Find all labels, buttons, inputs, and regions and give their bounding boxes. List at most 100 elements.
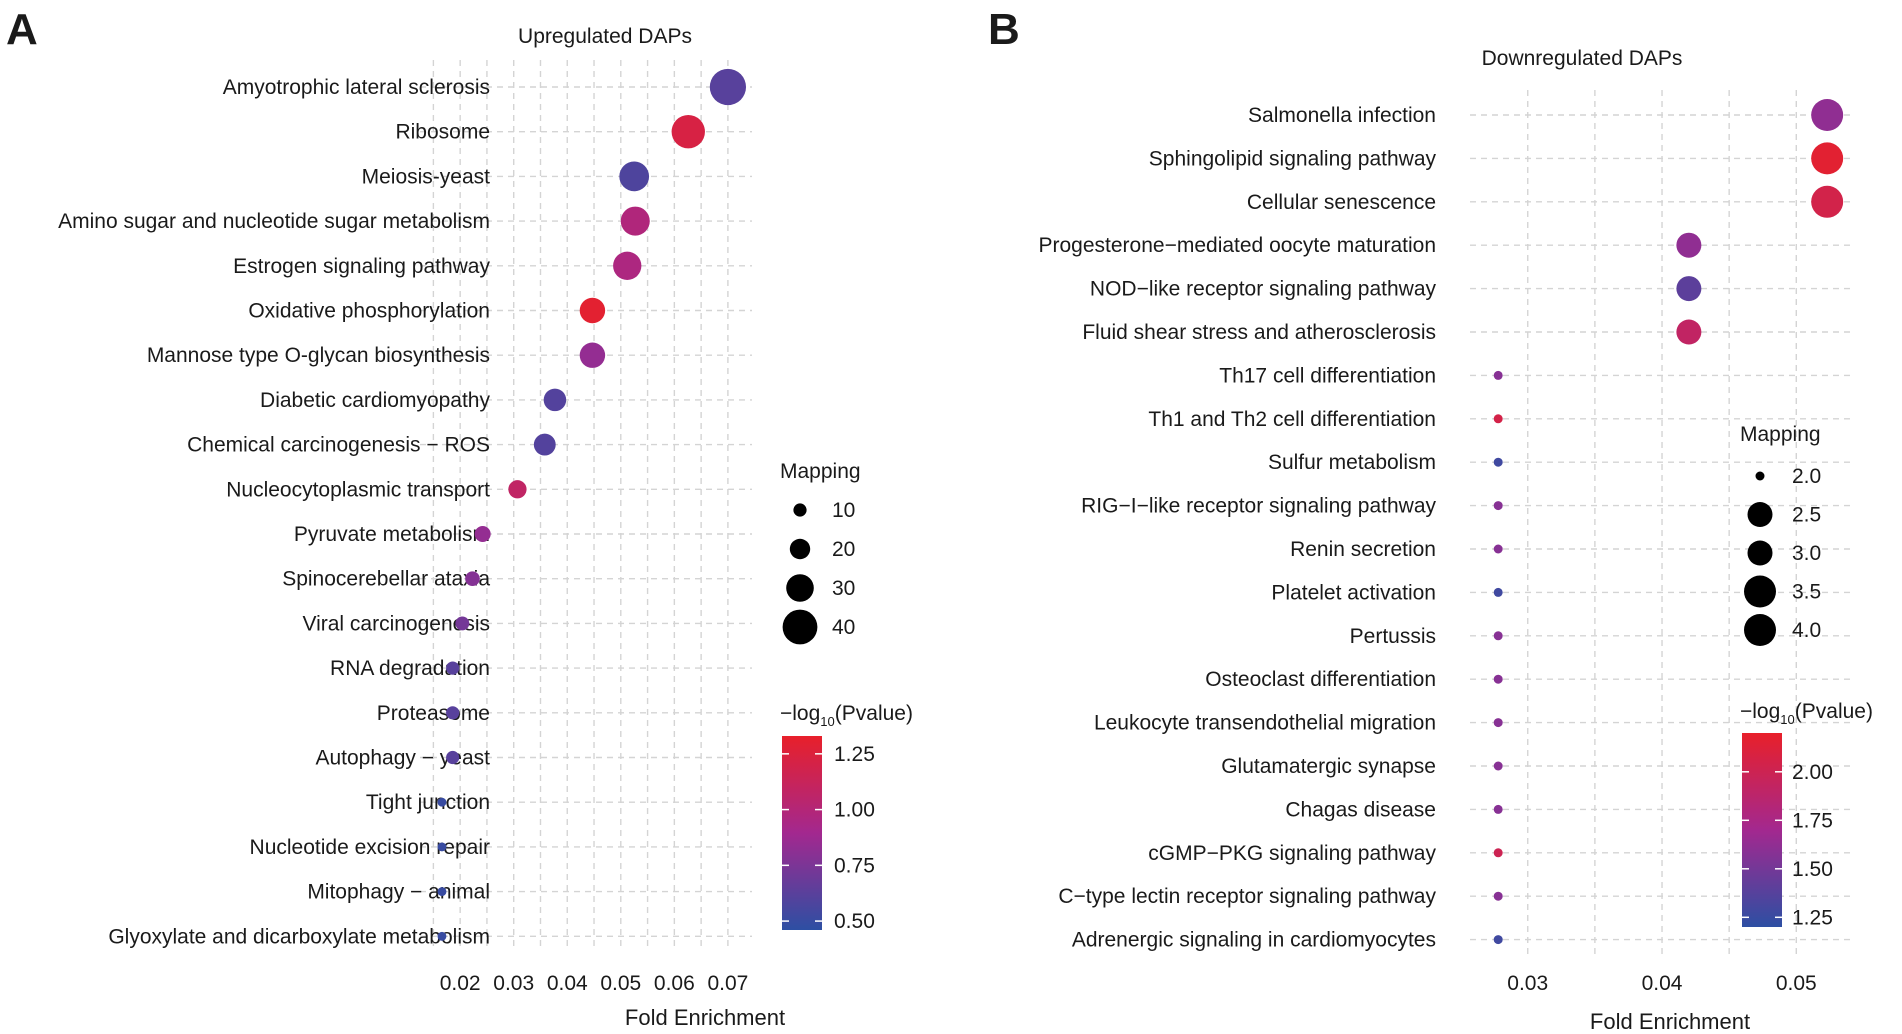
category-label: Osteoclast differentiation [1205,668,1436,691]
size-legend-label: 20 [832,538,855,561]
color-legend-title: −log10(Pvalue) [780,702,913,729]
x-tick-label: 0.07 [707,972,748,995]
data-point [543,388,567,412]
color-legend-label: 2.00 [1792,761,1833,784]
data-point [613,251,642,280]
x-axis-label: Fold Enrichment [1590,1009,1750,1034]
size-legend-title: Mapping [780,460,861,483]
category-label: Chemical carcinogenesis − ROS [187,434,490,457]
data-point [1811,142,1844,175]
data-point [446,661,460,675]
category-label: NOD−like receptor signaling pathway [1090,278,1437,301]
data-point [455,616,470,631]
size-legend-circle [1744,614,1776,646]
data-point [1811,185,1844,218]
data-point [1493,457,1503,467]
data-point [533,433,556,456]
category-label: Nucleocytoplasmic transport [226,478,490,501]
size-legend-circle [786,574,814,602]
chart-title: Upregulated DAPs [518,25,692,48]
category-label: Tight junction [366,791,490,814]
color-legend-title: −log10(Pvalue) [1740,700,1873,727]
data-point [446,706,460,720]
category-label: Adrenergic signaling in cardiomyocytes [1072,929,1436,952]
x-tick-label: 0.03 [493,972,534,995]
data-point [1493,804,1503,814]
size-legend-label: 3.5 [1792,581,1821,604]
panel-label: B [988,5,1020,54]
color-legend-label: 1.25 [834,743,875,766]
size-legend-label: 30 [832,577,855,600]
color-legend-title-sub: 10 [1780,712,1794,727]
category-label: C−type lectin receptor signaling pathway [1058,885,1436,908]
data-point [1676,319,1702,345]
category-label: Glyoxylate and dicarboxylate metabolism [108,925,490,948]
category-label: Progesterone−mediated oocyte maturation [1039,234,1437,257]
category-label: Th1 and Th2 cell differentiation [1148,408,1436,431]
category-label: Renin secretion [1290,538,1436,561]
data-point [619,161,650,192]
category-label: Nucleotide excision repair [250,836,490,859]
data-point [465,571,480,587]
category-label: Mannose type O-glycan biosynthesis [147,344,490,367]
category-label: Viral carcinogenesis [302,612,490,635]
data-point [1493,848,1503,858]
panel-label: A [6,5,38,54]
category-label: Pyruvate metabolism [294,523,490,546]
x-tick-label: 0.02 [440,972,481,995]
category-label: Leukocyte transendothelial migration [1094,712,1436,735]
category-label: Salmonella infection [1248,104,1436,127]
data-point [1811,99,1844,131]
category-label: Meiosis-yeast [362,165,491,188]
data-point [1493,674,1503,684]
category-label: Amyotrophic lateral sclerosis [223,76,490,99]
size-legend-label: 2.0 [1792,465,1821,488]
category-label: Autophagy − yeast [315,747,490,770]
data-point [1493,544,1503,554]
category-label: Platelet activation [1271,581,1436,604]
color-legend-label: 0.75 [834,854,875,877]
color-legend-title-prefix: −log [780,702,820,725]
category-label: Proteasome [377,702,490,725]
color-legend-title-suffix: (Pvalue) [1795,700,1873,723]
color-legend-title-prefix: −log [1740,700,1780,723]
data-point [508,480,527,499]
panel-a: A Upregulated DAPs Amyotrophic lateral scl… [6,5,913,1030]
data-point [1676,276,1702,302]
size-legend-circle [793,503,807,517]
x-tick-label: 0.05 [1776,972,1817,995]
data-point [620,206,650,236]
color-legend-label: 1.75 [1792,809,1833,832]
category-label: Amino sugar and nucleotide sugar metabol… [58,210,490,233]
data-point [437,887,447,897]
color-legend-bar [1742,733,1782,927]
category-label: Th17 cell differentiation [1219,364,1436,387]
x-axis-label: Fold Enrichment [625,1005,785,1030]
category-label: Estrogen signaling pathway [233,255,490,278]
x-tick-label: 0.03 [1507,972,1548,995]
data-point [1493,587,1503,597]
data-point [437,797,447,807]
color-legend-title-suffix: (Pvalue) [835,702,913,725]
data-point [437,931,447,941]
category-label: Pertussis [1350,625,1436,648]
size-legend-title: Mapping [1740,423,1821,446]
x-tick-label: 0.06 [654,972,695,995]
category-label: Glutamatergic synapse [1221,755,1436,778]
category-label: Sphingolipid signaling pathway [1149,147,1437,170]
data-point [1493,631,1503,641]
size-legend-circle [1755,471,1765,481]
size-legend-circle [789,538,811,560]
size-legend-label: 3.0 [1792,542,1821,565]
category-label: Diabetic cardiomyopathy [260,389,490,412]
category-label: Spinocerebellar ataxia [282,568,490,591]
x-tick-label: 0.05 [600,972,641,995]
category-label: Fluid shear stress and atherosclerosis [1082,321,1436,344]
category-label: Ribosome [395,121,490,144]
category-label: Oxidative phosphorylation [248,300,490,323]
color-legend-title-sub: 10 [820,714,834,729]
data-point [1493,414,1503,424]
panel-b: B Downregulated DAPs Salmonella infection S… [988,5,1873,1034]
